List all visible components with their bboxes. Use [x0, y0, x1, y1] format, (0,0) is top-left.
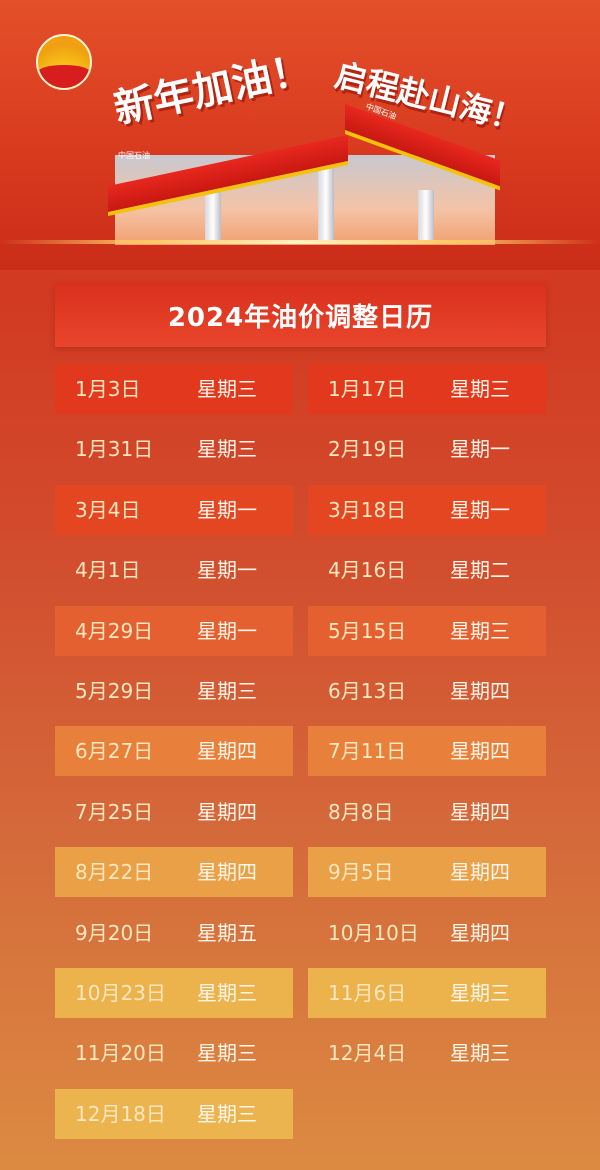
- calendar-entry: 12月18日 星期三: [55, 1088, 293, 1139]
- calendar-entry: 1月3日 星期三: [55, 364, 293, 414]
- calendar-entry: 7月11日 星期四: [308, 726, 546, 777]
- entry-weekday: 星期一: [197, 618, 257, 643]
- entry-weekday: 星期四: [197, 860, 257, 885]
- entry-date: 9月5日: [328, 860, 394, 885]
- entry-weekday: 星期一: [197, 497, 257, 522]
- entry-weekday: 星期四: [450, 799, 510, 824]
- calendar-title-box: 2024年油价调整日历: [55, 283, 546, 347]
- calendar-entry: 9月5日 星期四: [308, 847, 546, 898]
- calendar-entry: 9月20日 星期五: [55, 908, 293, 958]
- calendar-entry: 4月29日 星期一: [55, 605, 293, 656]
- entry-weekday: 星期四: [197, 799, 257, 824]
- entry-weekday: 星期三: [197, 679, 257, 703]
- entry-weekday: 星期一: [450, 437, 510, 462]
- station-pillar: [318, 165, 334, 243]
- entry-weekday: 星期四: [450, 679, 510, 703]
- entry-weekday: 星期三: [450, 1041, 510, 1066]
- entry-date: 4月1日: [75, 558, 141, 583]
- entry-date: 8月22日: [75, 860, 154, 885]
- entry-weekday: 星期一: [197, 558, 257, 583]
- ground-glow: [0, 240, 600, 244]
- entry-date: 5月15日: [328, 618, 407, 643]
- entry-date: 1月3日: [75, 377, 141, 401]
- entry-weekday: 星期四: [450, 920, 510, 945]
- calendar-entry: 3月4日 星期一: [55, 484, 293, 535]
- calendar-entry: 5月15日 星期三: [308, 605, 546, 656]
- entry-date: 1月17日: [328, 377, 407, 401]
- entry-weekday: 星期三: [450, 981, 510, 1005]
- entry-date: 3月18日: [328, 497, 407, 522]
- entry-weekday: 星期三: [197, 437, 257, 462]
- calendar-entry: 4月1日 星期一: [55, 545, 293, 595]
- entry-weekday: 星期五: [197, 920, 257, 945]
- petrochina-logo: [36, 34, 92, 90]
- calendar-entry: 1月17日 星期三: [308, 364, 546, 414]
- station-pillar: [205, 185, 221, 243]
- calendar-entry: 8月22日 星期四: [55, 847, 293, 898]
- calendar-entry: 4月16日 星期二: [308, 545, 546, 595]
- entry-date: 7月11日: [328, 739, 407, 764]
- calendar-title: 2024年油价调整日历: [167, 302, 434, 333]
- entry-date: 4月29日: [75, 618, 154, 643]
- calendar-entry: 10月10日 星期四: [308, 908, 546, 958]
- entry-weekday: 星期二: [450, 558, 510, 583]
- entry-weekday: 星期三: [450, 618, 510, 643]
- entry-date: 4月16日: [328, 558, 407, 583]
- calendar-entry: 8月8日 星期四: [308, 787, 546, 837]
- entry-date: 2月19日: [328, 437, 407, 462]
- entry-weekday: 星期一: [450, 497, 510, 522]
- calendar-entry: 3月18日 星期一: [308, 484, 546, 535]
- entry-date: 1月31日: [75, 437, 154, 462]
- entry-date: 10月10日: [328, 920, 419, 945]
- calendar-entry: 7月25日 星期四: [55, 787, 293, 837]
- calendar-entry: 1月31日 星期三: [55, 424, 293, 474]
- station-pillar: [418, 190, 434, 243]
- entry-weekday: 星期三: [197, 377, 257, 401]
- calendar-entry: 10月23日 星期三: [55, 968, 293, 1018]
- calendar-entry: 2月19日 星期一: [308, 424, 546, 474]
- entry-weekday: 星期三: [450, 377, 510, 401]
- entry-weekday: 星期四: [197, 739, 257, 764]
- calendar-entry: 12月4日 星期三: [308, 1028, 546, 1078]
- canopy-brand: 中国石油: [118, 151, 150, 160]
- entry-date: 8月8日: [328, 799, 394, 824]
- calendar-entry: 6月13日 星期四: [308, 666, 546, 716]
- calendar-entry: 5月29日 星期三: [55, 666, 293, 716]
- calendar-entry: 11月20日 星期三: [55, 1028, 293, 1078]
- entry-date: 5月29日: [75, 679, 154, 703]
- entry-date: 6月27日: [75, 739, 154, 764]
- entry-date: 11月20日: [75, 1041, 166, 1066]
- entry-date: 9月20日: [75, 920, 154, 945]
- entry-date: 3月4日: [75, 497, 141, 522]
- calendar-entry: 6月27日 星期四: [55, 726, 293, 777]
- entry-date: 12月18日: [75, 1101, 166, 1126]
- calendar-entry: 11月6日 星期三: [308, 968, 546, 1018]
- slogan-left: 新年加油！: [110, 46, 316, 133]
- entry-weekday: 星期三: [197, 1041, 257, 1066]
- entry-date: 11月6日: [328, 981, 407, 1005]
- entry-weekday: 星期三: [197, 981, 257, 1005]
- entry-weekday: 星期三: [197, 1101, 257, 1126]
- entry-date: 12月4日: [328, 1041, 407, 1066]
- entry-weekday: 星期四: [450, 739, 510, 764]
- entry-weekday: 星期四: [450, 860, 510, 885]
- entry-date: 6月13日: [328, 679, 407, 703]
- entry-date: 7月25日: [75, 799, 154, 824]
- entry-date: 10月23日: [75, 981, 166, 1005]
- hero-banner: 中国石油 中国石油 新年加油！ 启程赴山海！: [0, 0, 600, 270]
